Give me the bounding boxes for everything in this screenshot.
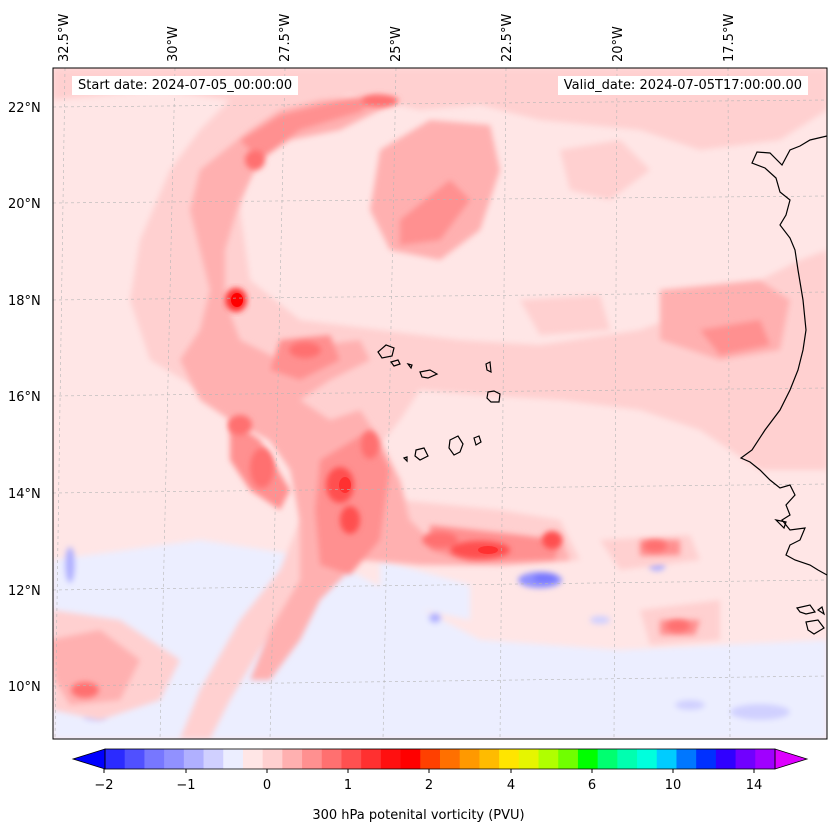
colorbar-swatch <box>538 749 559 769</box>
colorbar-swatch <box>518 749 540 769</box>
lat-label-12n: 12°N <box>8 584 41 599</box>
graticule <box>53 68 827 739</box>
colorbar-swatch <box>223 749 244 769</box>
colorbar-swatch <box>400 749 421 769</box>
colorbar-swatch <box>577 749 599 769</box>
valid-date-label: Valid_date: 2024-07-05T17:00:00.00 <box>557 76 808 95</box>
lat-label-10n: 10°N <box>8 680 41 695</box>
colorbar-swatch <box>558 749 579 769</box>
colorbar-swatch <box>341 749 362 769</box>
colorbar-swatch <box>499 749 520 769</box>
pv-field <box>53 68 827 739</box>
colorbar-swatch <box>183 749 205 769</box>
colorbar-ticks <box>103 769 755 773</box>
lat-label-18n: 18°N <box>8 294 41 309</box>
colorbar-swatch <box>755 749 776 769</box>
colorbar-swatch <box>440 749 461 769</box>
high-pv-filament <box>53 95 770 705</box>
start-date-label: Start date: 2024-07-05_00:00:00 <box>72 76 299 95</box>
cb-tick-label: −2 <box>94 778 113 793</box>
colorbar-swatch <box>715 749 737 769</box>
colorbar-swatch <box>302 749 323 769</box>
lat-label-14n: 14°N <box>8 487 41 502</box>
colorbar-swatch <box>105 749 126 769</box>
colorbar-swatch <box>479 749 500 769</box>
colorbar-swatch <box>676 749 697 769</box>
lat-label-20n: 20°N <box>8 197 41 212</box>
colorbar-swatch <box>144 749 165 769</box>
cb-tick-label: 4 <box>507 778 515 793</box>
colorbar-swatch <box>597 749 618 769</box>
colorbar-frame <box>104 748 776 770</box>
lat-label-16n: 16°N <box>8 390 41 405</box>
cb-tick-label: 1 <box>344 778 352 793</box>
colorbar-tick-labels: −2 −1 0 1 2 4 6 10 14 <box>94 778 762 793</box>
colorbar-swatch <box>262 749 283 769</box>
colorbar-swatch <box>656 749 677 769</box>
lon-label-25w: 25°W <box>389 26 404 62</box>
colorbar-swatch <box>242 749 264 769</box>
lon-label-22.5w: 22.5°W <box>500 14 515 62</box>
cb-tick-label: 6 <box>588 778 596 793</box>
colorbar-swatch <box>164 749 185 769</box>
colorbar-swatches <box>105 749 776 769</box>
colorbar-extend-right <box>774 748 809 770</box>
pv-maxima <box>71 95 690 698</box>
cb-tick-label: 0 <box>263 778 271 793</box>
colorbar: −2 −1 0 1 2 4 6 10 14 <box>71 748 809 793</box>
colorbar-swatch <box>124 749 145 769</box>
cb-tick-label: 2 <box>425 778 433 793</box>
colorbar-swatch <box>380 749 402 769</box>
colorbar-extend-left <box>71 748 106 770</box>
longitude-labels: 32.5°W 30°W 27.5°W 25°W 22.5°W 20°W 17.5… <box>57 14 737 62</box>
colorbar-swatch <box>637 749 658 769</box>
lon-label-20w: 20°W <box>611 26 626 62</box>
latitude-labels: 22°N 20°N 18°N 16°N 14°N 12°N 10°N <box>8 101 41 695</box>
cb-tick-label: −1 <box>176 778 195 793</box>
map-frame <box>52 67 828 740</box>
cb-tick-label: 10 <box>665 778 682 793</box>
colorbar-swatch <box>617 749 638 769</box>
west-africa-coastline <box>739 135 827 635</box>
colorbar-swatch <box>735 749 756 769</box>
colorbar-swatch <box>459 749 480 769</box>
colorbar-swatch <box>203 749 224 769</box>
lon-label-32.5w: 32.5°W <box>57 14 72 62</box>
cb-tick-label: 14 <box>746 778 763 793</box>
colorbar-swatch <box>321 749 342 769</box>
colorbar-swatch <box>696 749 717 769</box>
lon-label-30w: 30°W <box>166 26 181 62</box>
lon-label-17.5w: 17.5°W <box>722 14 737 62</box>
colorbar-swatch <box>420 749 441 769</box>
cape-verde-islands <box>377 344 501 463</box>
colorbar-swatch <box>361 749 382 769</box>
lon-label-27.5w: 27.5°W <box>278 14 293 62</box>
colorbar-swatch <box>282 749 303 769</box>
lat-label-22n: 22°N <box>8 101 41 116</box>
colorbar-title: 300 hPa potenital vorticity (PVU) <box>312 808 525 823</box>
pv-peak <box>225 288 498 554</box>
